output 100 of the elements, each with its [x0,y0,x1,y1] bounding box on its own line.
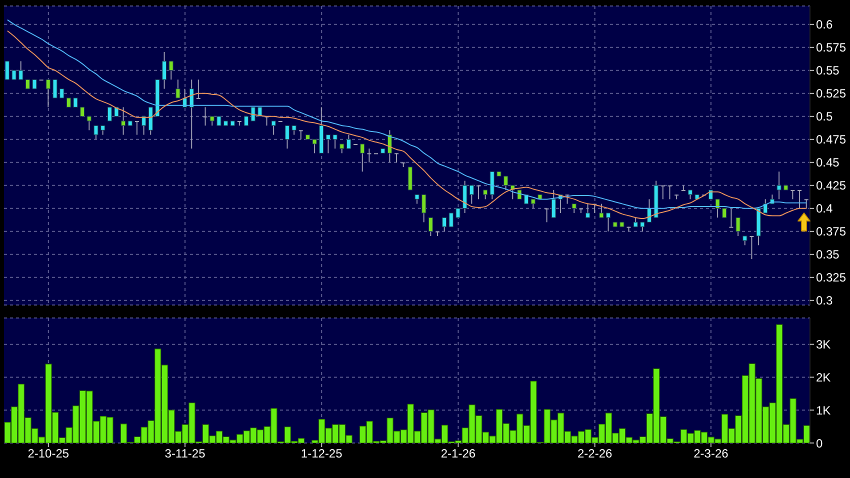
y-tick-label: 0.575 [816,40,846,55]
candlestick [4,60,10,80]
candlestick [292,125,296,136]
candlestick [551,190,556,218]
candlestick [688,190,693,200]
candlestick [18,60,24,80]
candlestick [46,79,50,108]
candlestick [107,106,112,122]
y-tick-label: 0.325 [816,270,846,285]
candlestick [408,166,412,190]
candlestick [394,152,399,163]
candlestick [210,116,214,126]
candlestick [360,144,365,172]
candlestick [134,120,139,136]
candlestick [750,236,754,260]
candlestick [284,125,290,150]
candlestick [456,208,460,218]
y-tick-label: 0.55 [816,64,840,78]
y-tick-label: 0.5 [816,110,834,124]
candlestick [490,171,494,200]
y-tick-label: 0.4 [816,202,834,216]
candlestick [60,88,64,98]
candlestick [244,116,249,126]
candlestick [469,184,474,204]
candlestick [326,134,331,154]
y-tick-label: 0.425 [816,178,846,193]
candlestick [114,106,119,117]
candlestick [86,116,92,131]
y-tick-label: 0 [816,436,823,450]
y-tick-label: 0.3 [816,294,834,308]
candlestick [798,190,802,209]
candlestick [340,144,344,154]
candlestick [168,60,174,80]
y-tick-label: 1K [816,403,831,418]
y-tick-label: 0.6 [816,18,834,32]
candlestick [804,198,808,209]
x-tick-label: 2-1-26 [440,446,476,461]
candlestick [483,190,488,200]
x-tick-label: 1-12-25 [300,446,343,461]
candlestick [66,98,71,108]
candlestick [271,120,276,136]
y-tick-label: 0.35 [816,248,840,262]
y-tick-label: 0.45 [816,156,840,170]
candlestick [668,184,672,200]
x-tick-label: 2-10-25 [28,446,70,461]
candlestick [162,52,167,90]
candlestick [722,208,727,218]
candlestick [729,208,734,228]
candlestick [148,106,153,136]
candlestick [544,208,549,223]
y-tick-label: 0.375 [816,224,846,239]
candlestick [250,106,256,122]
y-tick-label: 3K [816,338,831,352]
candlestick [414,194,420,204]
candlestick [442,217,447,232]
y-tick-label: 0.525 [816,86,846,101]
candlestick [599,203,604,218]
candlestick [196,79,200,99]
candlestick [462,180,468,214]
candlestick [25,79,30,90]
candlestick [12,70,16,80]
candlestick [504,176,508,190]
y-tick-label: 2K [816,370,831,384]
x-tick-label: 2-2-26 [577,446,613,461]
candlestick [312,138,317,154]
x-tick-label: 2-3-26 [694,446,729,461]
candlestick [530,198,536,209]
candlestick [298,130,303,140]
candlestick [422,194,426,223]
candlestick [141,116,146,136]
candlestick [742,236,748,246]
candlestick [715,198,720,218]
candlestick [100,125,106,136]
candlestick [790,190,795,200]
candlestick [94,125,98,140]
candlestick [52,79,58,98]
candlestick [176,79,180,98]
candlestick [606,212,611,232]
candlestick [121,106,126,136]
candlestick [332,134,338,150]
candlestick [633,217,638,228]
candlestick [216,116,222,126]
candlestick [565,194,570,204]
candlestick [346,134,352,150]
candlestick [203,106,208,126]
candlestick [448,212,454,228]
candlestick [80,106,85,117]
candlestick [708,190,714,200]
candlestick [660,184,665,200]
candlestick [776,171,782,200]
candlestick [428,217,433,236]
candlestick [681,184,686,191]
candlestick [73,98,78,108]
candlestick [736,217,740,236]
candlestick [476,184,480,200]
candlestick [585,203,590,218]
candlestick [640,222,645,232]
candlestick [572,203,576,214]
y-tick-label: 0.475 [816,132,846,147]
candlestick [32,79,37,90]
